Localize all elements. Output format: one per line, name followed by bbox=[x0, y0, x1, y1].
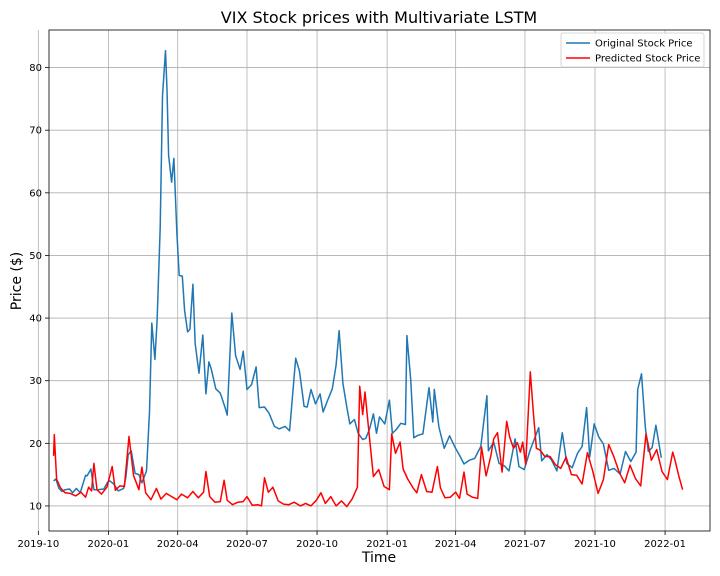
x-tick-label: 2020-04 bbox=[157, 539, 199, 550]
y-axis: 10 20 30 40 50 60 70 80 bbox=[29, 63, 49, 512]
x-axis: 2019-10 2020-01 2020-04 2020-07 2020-10 2021-… bbox=[17, 531, 686, 550]
x-axis-title: Time bbox=[361, 550, 396, 566]
y-tick-label: 40 bbox=[29, 314, 42, 325]
x-tick-label: 2021-10 bbox=[574, 539, 616, 550]
legend-label-original: Original Stock Price bbox=[595, 39, 693, 50]
x-tick-label: 2021-07 bbox=[504, 539, 546, 550]
x-tick-label: 2020-10 bbox=[296, 539, 338, 550]
chart-title: VIX Stock prices with Multivariate LSTM bbox=[221, 8, 537, 27]
legend: Original Stock Price Predicted Stock Pri… bbox=[560, 32, 705, 68]
x-tick-label: 2020-01 bbox=[88, 539, 130, 550]
series-line-predicted bbox=[52, 371, 684, 508]
y-tick-label: 60 bbox=[29, 188, 42, 199]
y-tick-label: 30 bbox=[29, 376, 42, 387]
y-tick-label: 50 bbox=[29, 251, 42, 262]
series-layer bbox=[52, 49, 684, 508]
legend-label-predicted: Predicted Stock Price bbox=[595, 54, 700, 65]
y-tick-label: 20 bbox=[29, 439, 42, 450]
y-tick-label: 80 bbox=[29, 63, 42, 74]
x-tick-label: 2019-10 bbox=[17, 539, 59, 550]
x-tick-label: 2021-01 bbox=[366, 539, 408, 550]
grid-lines bbox=[37, 30, 710, 531]
legend-box bbox=[560, 32, 705, 68]
x-tick-label: 2020-07 bbox=[226, 539, 268, 550]
y-tick-label: 10 bbox=[29, 501, 42, 512]
x-tick-label: 2021-04 bbox=[435, 539, 477, 550]
y-tick-label: 70 bbox=[29, 126, 42, 137]
y-axis-title: Price ($) bbox=[9, 252, 25, 310]
x-tick-label: 2022-01 bbox=[644, 539, 686, 550]
series-line-original bbox=[53, 49, 663, 494]
plot-frame bbox=[48, 29, 711, 532]
